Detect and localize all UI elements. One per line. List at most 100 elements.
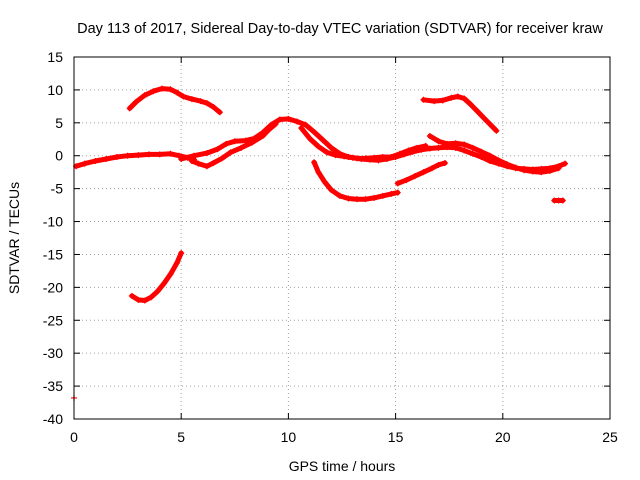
data-point [128, 292, 135, 299]
data-point [480, 114, 487, 121]
data-point [210, 159, 217, 166]
chart-title: Day 113 of 2017, Sidereal Day-to-day VTE… [77, 21, 603, 37]
data-point [148, 294, 155, 301]
data-point [431, 98, 438, 105]
data-point [439, 97, 446, 104]
data-point [349, 154, 356, 161]
data-point [298, 125, 305, 132]
x-axis-label: GPS time / hours [289, 458, 396, 474]
data-point [379, 192, 386, 199]
y-axis-label: SDTVAR / TECUs [6, 182, 22, 294]
y-tick-label: -15 [43, 246, 63, 262]
x-tick-label: 10 [281, 429, 297, 445]
data-point [124, 152, 131, 159]
data-point [561, 160, 568, 167]
data-point [420, 169, 427, 176]
data-point [238, 144, 245, 151]
data-point [362, 196, 369, 203]
data-point [268, 121, 275, 128]
data-point [341, 153, 348, 160]
data-point [195, 160, 202, 167]
data-point [154, 288, 161, 295]
data-point [504, 161, 511, 168]
data-point [141, 92, 148, 99]
data-point [210, 104, 217, 111]
y-tick-label: 5 [55, 115, 63, 131]
data-point [409, 148, 416, 155]
data-point [150, 88, 157, 95]
data-point [486, 152, 493, 159]
y-tick-label: -10 [43, 214, 63, 230]
y-tick-label: -20 [43, 279, 63, 295]
data-point [103, 156, 110, 163]
data-point [384, 156, 391, 163]
data-point [227, 149, 234, 156]
data-point [555, 165, 562, 172]
data-point [276, 116, 283, 123]
data-point [133, 98, 140, 105]
data-point [426, 132, 433, 139]
series-early-low [128, 250, 185, 304]
data-point [478, 154, 485, 161]
data-point [394, 189, 401, 196]
data-point [203, 163, 210, 170]
data-point [546, 167, 553, 174]
data-point [328, 144, 335, 151]
data-point [336, 192, 343, 199]
data-point [173, 89, 180, 96]
data-point [403, 177, 410, 184]
series-noon-drop [311, 159, 401, 203]
data-point [188, 96, 195, 103]
data-point [469, 150, 476, 157]
data-point [146, 151, 153, 158]
data-point [332, 152, 339, 159]
data-point [495, 157, 502, 164]
data-point [214, 146, 221, 153]
data-point [92, 157, 99, 164]
data-point [469, 144, 476, 151]
data-point [203, 150, 210, 157]
data-point [81, 160, 88, 167]
x-tick-label: 25 [602, 429, 618, 445]
data-point [135, 296, 142, 303]
data-point [251, 135, 258, 142]
data-point [315, 169, 322, 176]
data-point [375, 157, 382, 164]
data-point [521, 167, 528, 174]
data-point [474, 107, 481, 114]
data-point [231, 138, 238, 145]
series-trace [427, 133, 561, 175]
data-point [435, 144, 442, 151]
data-point [126, 105, 133, 112]
data-point [161, 280, 168, 287]
data-point [435, 161, 442, 168]
x-tick-label: 5 [177, 429, 185, 445]
series-early-high [126, 85, 223, 116]
data-point [167, 150, 174, 157]
data-point [452, 140, 459, 147]
data-point [180, 93, 187, 100]
data-point [216, 109, 223, 116]
data-point [191, 152, 198, 159]
data-point [426, 145, 433, 152]
y-tick-label: 0 [55, 148, 63, 164]
series-evening-high [420, 93, 500, 134]
data-point [156, 151, 163, 158]
data-point [411, 173, 418, 180]
data-point [418, 146, 425, 153]
data-point [388, 190, 395, 197]
y-tick-label: 15 [47, 49, 63, 65]
data-point [461, 147, 468, 154]
series-evening-band [426, 132, 562, 176]
data-point [366, 156, 373, 163]
series-trace [129, 250, 184, 303]
series-trace [298, 125, 568, 172]
data-point [358, 156, 365, 163]
data-point [394, 180, 401, 187]
data-point [323, 149, 330, 156]
data-series [71, 85, 568, 401]
data-point [167, 271, 174, 278]
data-point [158, 85, 165, 92]
series-late-outlier [551, 197, 566, 204]
data-point [293, 118, 300, 125]
